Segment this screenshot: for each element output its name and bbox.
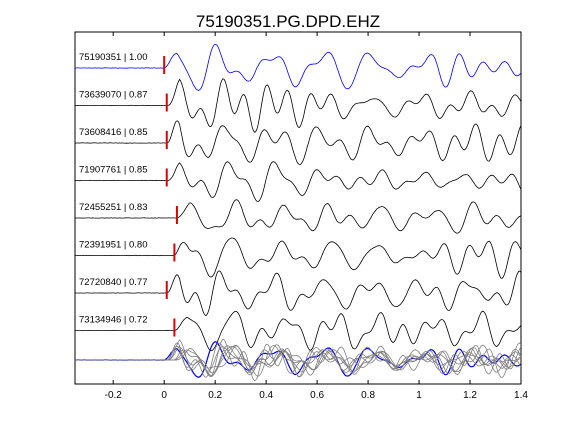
x-tick-label: -0.2 <box>105 390 123 401</box>
x-tick-label: 0 <box>161 390 167 401</box>
trace-line-72391951 <box>74 237 522 279</box>
chart-title: 75190351.PG.DPD.EHZ <box>196 12 380 31</box>
trace-labels-group: 75190351 | 1.00 73639070 | 0.87 73608416 |… <box>79 52 148 326</box>
trace-label-72455251: 72455251 | 0.83 <box>79 202 148 213</box>
trace-line-71907761 <box>74 161 522 203</box>
trace-line-72455251 <box>75 199 522 234</box>
picks-group <box>163 56 178 337</box>
trace-label-72391951: 72391951 | 0.80 <box>79 240 148 251</box>
x-tick-label: 1.4 <box>514 390 528 401</box>
x-tick-label: 0.6 <box>310 390 324 401</box>
trace-label-73134946: 73134946 | 0.72 <box>79 315 148 326</box>
x-tick-label: 1.2 <box>463 390 477 401</box>
traces-group <box>74 44 522 352</box>
trace-line-73639070 <box>74 78 522 133</box>
x-tick-label: 0.8 <box>361 390 375 401</box>
trace-label-72720840: 72720840 | 0.77 <box>79 277 148 288</box>
x-tick-label: 0.4 <box>259 390 273 401</box>
trace-line-72720840 <box>75 270 522 316</box>
trace-label-71907761: 71907761 | 0.85 <box>79 165 148 176</box>
trace-label-73639070: 73639070 | 0.87 <box>79 90 148 101</box>
x-tick-label: 1 <box>416 390 422 401</box>
x-tick-label: 0.2 <box>208 390 222 401</box>
trace-line-75190351 <box>74 44 522 91</box>
trace-label-75190351: 75190351 | 1.00 <box>79 52 148 63</box>
overlay-line-73134946 <box>74 344 522 376</box>
trace-line-73608416 <box>74 120 522 166</box>
x-axis: -0.2 0 0.2 0.4 0.6 0.8 1 1.2 1.4 <box>105 32 528 401</box>
trace-line-73134946 <box>74 310 522 352</box>
overlay-stack-group <box>74 339 522 382</box>
trace-label-73608416: 73608416 | 0.85 <box>79 127 148 138</box>
